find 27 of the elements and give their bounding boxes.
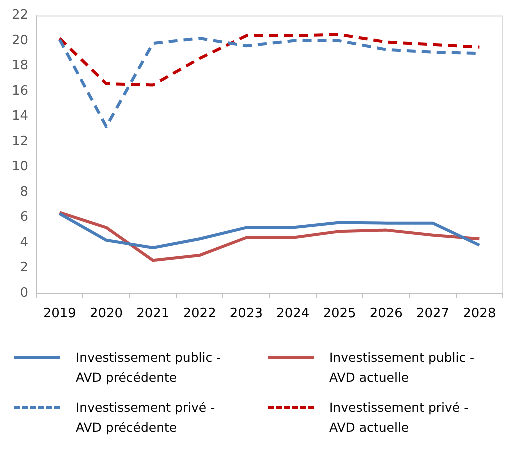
x-tick-label: 2027 [416, 306, 450, 322]
y-tick-label: 12 [12, 134, 29, 150]
y-tick-label: 10 [12, 160, 29, 175]
legend-label: Investissement public - AVD actuelle [330, 349, 476, 387]
x-tick-label: 2024 [276, 306, 310, 322]
x-tick-label: 2025 [323, 306, 356, 322]
legend-label: Investissement privé - AVD précédente [76, 399, 216, 437]
legend-label: Investissement privé - AVD actuelle [330, 399, 470, 437]
x-tick-label: 2028 [463, 306, 496, 322]
y-tick-label: 4 [20, 235, 29, 250]
y-tick-label: 2 [20, 260, 29, 276]
x-tick-label: 2020 [90, 306, 124, 322]
x-tick-label: 2021 [136, 306, 170, 322]
y-tick-label: 6 [20, 210, 29, 226]
y-tick-label: 18 [12, 58, 29, 74]
line-series [58, 33, 482, 87]
x-tick-label: 2022 [183, 306, 216, 322]
x-tick-label: 2019 [43, 306, 76, 322]
y-tick-label: 0 [20, 286, 29, 301]
y-tick-label: 16 [12, 84, 29, 99]
x-tick-label: 2026 [370, 306, 403, 322]
y-tick-label: 8 [20, 184, 29, 200]
y-tick-label: 14 [12, 109, 29, 124]
legend-label: Investissement public - AVD précédente [76, 349, 222, 387]
y-tick-label: 22 [12, 8, 29, 24]
x-tick-label: 2023 [230, 306, 263, 322]
y-tick-label: 20 [12, 33, 29, 48]
